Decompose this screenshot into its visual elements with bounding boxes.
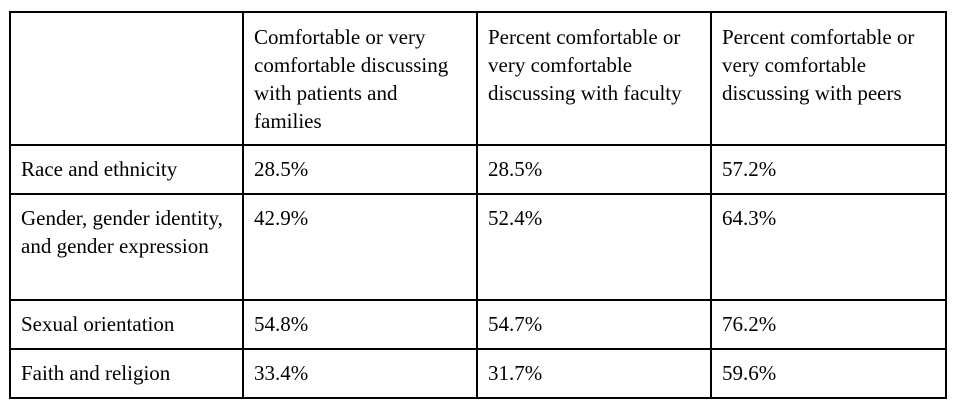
table-cell: 42.9%: [242, 193, 478, 301]
row-label: Race and ethnicity: [9, 144, 244, 195]
table-cell: 52.4%: [476, 193, 712, 301]
header-cell-patients-families: Comfortable or very comfortable discussi…: [242, 11, 478, 146]
row-label: Faith and religion: [9, 348, 244, 399]
comfort-discussion-table: Comfortable or very comfortable discussi…: [9, 11, 947, 399]
table-cell: 54.7%: [476, 299, 712, 350]
header-cell-faculty: Percent comfortable or very comfortable …: [476, 11, 712, 146]
table-row: Sexual orientation 54.8% 54.7% 76.2%: [9, 299, 947, 350]
row-label: Gender, gender identity, and gender expr…: [9, 193, 244, 301]
table-cell: 64.3%: [710, 193, 947, 301]
table-cell: 57.2%: [710, 144, 947, 195]
header-cell-peers: Percent comfortable or very comfortable …: [710, 11, 947, 146]
table-row: Gender, gender identity, and gender expr…: [9, 193, 947, 301]
table-cell: 33.4%: [242, 348, 478, 399]
table-cell: 28.5%: [476, 144, 712, 195]
table-header-row: Comfortable or very comfortable discussi…: [9, 11, 947, 146]
table-row: Faith and religion 33.4% 31.7% 59.6%: [9, 348, 947, 399]
row-label: Sexual orientation: [9, 299, 244, 350]
header-cell-empty: [9, 11, 244, 146]
table-cell: 28.5%: [242, 144, 478, 195]
table-cell: 31.7%: [476, 348, 712, 399]
table-cell: 76.2%: [710, 299, 947, 350]
table-cell: 54.8%: [242, 299, 478, 350]
table-row: Race and ethnicity 28.5% 28.5% 57.2%: [9, 144, 947, 195]
table-cell: 59.6%: [710, 348, 947, 399]
